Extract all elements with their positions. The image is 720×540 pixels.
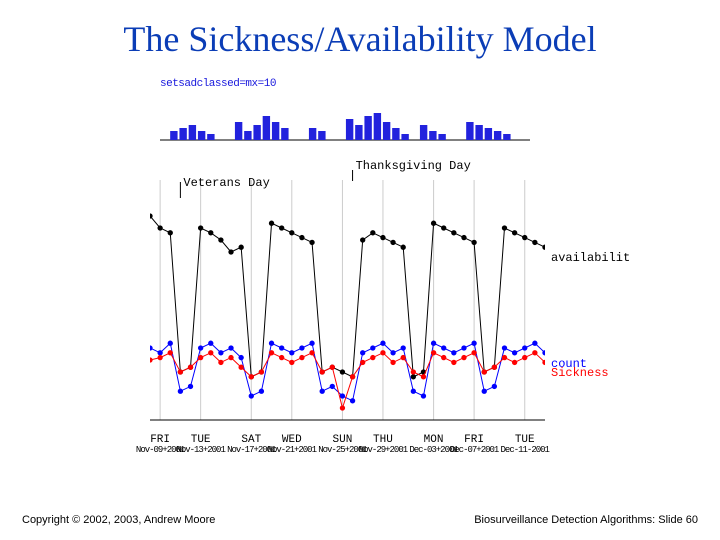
x-label: FRIDec-07+2001 <box>450 434 498 456</box>
x-label: WEDNov-21+2001 <box>268 434 316 456</box>
x-label: TUENov-13+2001 <box>176 434 224 456</box>
bar-chart <box>160 110 530 142</box>
top-legend: setsadclassed=mx=10 <box>160 78 276 90</box>
annotation-veterans-day: Veterans Day <box>183 176 269 190</box>
slide-number: Biosurveillance Detection Algorithms: Sl… <box>474 514 698 526</box>
title-text: The Sickness/Availability Model <box>123 19 596 59</box>
annotation-thanksgiving-day: Thanksgiving Day <box>356 159 471 173</box>
x-label: TUEDec-11-2001 <box>501 434 549 456</box>
series-label-sickness: Sickness <box>551 366 609 380</box>
copyright-text: Copyright © 2002, 2003, Andrew Moore <box>22 514 215 526</box>
series-label-availability: availabilit <box>551 251 630 265</box>
line-chart <box>150 170 545 430</box>
x-label: THUNov-29+2001 <box>359 434 407 456</box>
page-title: The Sickness/Availability Model <box>0 18 720 60</box>
